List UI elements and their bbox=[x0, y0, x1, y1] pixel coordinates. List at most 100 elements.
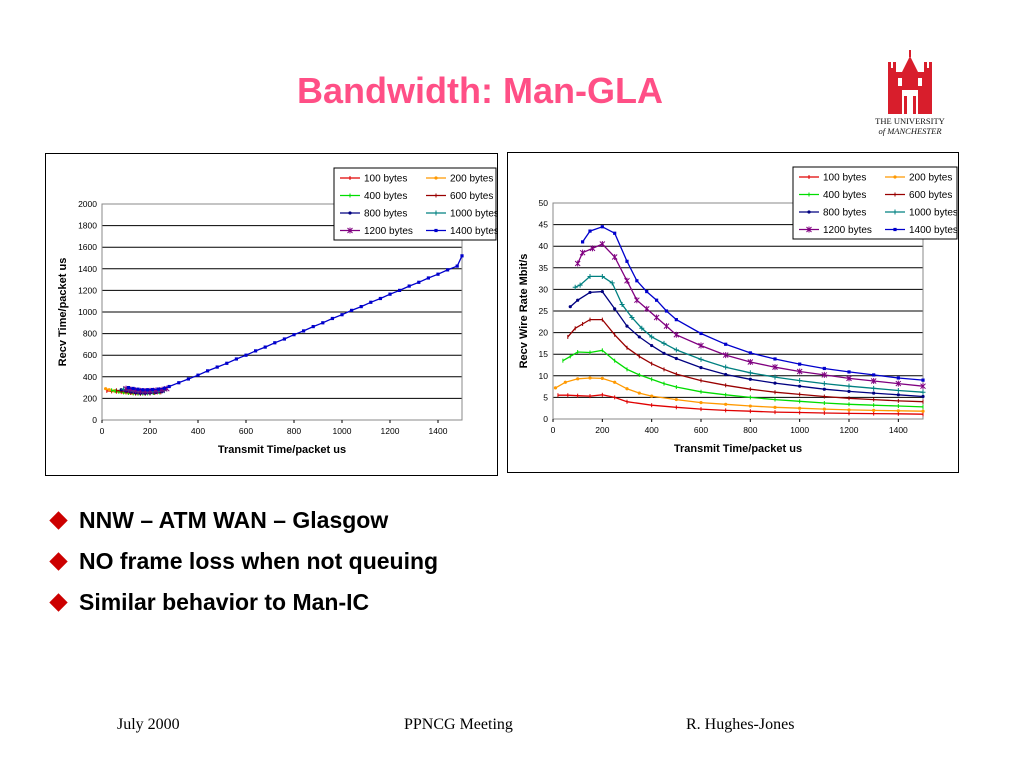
y-tick-label: 45 bbox=[539, 220, 549, 230]
data-point bbox=[273, 341, 277, 345]
data-point bbox=[359, 305, 363, 309]
data-point bbox=[773, 357, 777, 361]
data-point bbox=[625, 387, 629, 391]
data-point bbox=[292, 333, 296, 337]
data-point bbox=[674, 318, 678, 322]
data-point bbox=[872, 408, 876, 412]
data-point bbox=[104, 387, 108, 391]
x-tick-label: 200 bbox=[595, 425, 609, 435]
x-tick-label: 1400 bbox=[889, 425, 908, 435]
diamond-bullet-icon bbox=[49, 511, 68, 530]
data-point bbox=[150, 387, 154, 392]
data-point bbox=[673, 331, 680, 338]
data-point bbox=[748, 404, 752, 408]
x-tick-label: 400 bbox=[191, 426, 205, 436]
legend-label: 1200 bytes bbox=[364, 226, 413, 237]
legend-item: 1200 bytes bbox=[340, 226, 413, 237]
data-point bbox=[446, 268, 450, 272]
legend-item: 100 bytes bbox=[799, 173, 866, 184]
data-point bbox=[136, 387, 140, 391]
bullet-item: NNW – ATM WAN – Glasgow bbox=[49, 500, 438, 541]
legend-label: 200 bytes bbox=[909, 173, 952, 184]
data-point bbox=[698, 356, 704, 362]
data-point bbox=[311, 324, 315, 329]
data-point bbox=[581, 240, 585, 244]
y-tick-label: 1400 bbox=[78, 264, 97, 274]
data-point bbox=[574, 260, 581, 267]
legend-item: 200 bytes bbox=[885, 173, 952, 184]
data-point bbox=[126, 386, 130, 390]
bullet-item: Similar behavior to Man-IC bbox=[49, 582, 438, 623]
legend: 100 bytes 200 bytes 400 bytes 600 bytes 800 … bbox=[333, 167, 499, 241]
recv-time-chart: 0 200 400 600 800 1000 1200 1400 1600 1800 2000 0 20… bbox=[45, 153, 499, 476]
castle-crest-icon bbox=[888, 50, 932, 114]
x-tick-label: 200 bbox=[143, 426, 157, 436]
data-point bbox=[663, 323, 670, 330]
data-point bbox=[896, 393, 900, 397]
y-tick-label: 35 bbox=[539, 263, 549, 273]
data-point bbox=[822, 387, 826, 391]
data-point bbox=[588, 229, 592, 233]
bullet-item: NO frame loss when not queuing bbox=[49, 541, 438, 582]
y-tick-label: 1600 bbox=[78, 242, 97, 252]
data-point bbox=[649, 334, 655, 340]
data-point bbox=[600, 289, 604, 294]
data-point bbox=[748, 351, 752, 355]
data-point bbox=[553, 386, 558, 390]
data-point bbox=[896, 376, 900, 380]
y-tick-label: 400 bbox=[83, 372, 97, 382]
legend-label: 600 bytes bbox=[909, 190, 952, 201]
legend-label: 100 bytes bbox=[823, 173, 866, 184]
data-point bbox=[699, 331, 703, 336]
data-point bbox=[847, 389, 851, 393]
data-point bbox=[588, 290, 592, 295]
data-point bbox=[821, 381, 827, 387]
data-point bbox=[661, 340, 667, 346]
data-point bbox=[872, 391, 876, 395]
x-axis-title: Transmit Time/packet us bbox=[218, 444, 346, 456]
data-point bbox=[576, 377, 580, 381]
data-point bbox=[587, 273, 593, 279]
data-point bbox=[433, 210, 439, 216]
data-point bbox=[673, 347, 679, 353]
data-point bbox=[407, 284, 411, 288]
data-point bbox=[724, 342, 728, 346]
series-800-bytes bbox=[568, 289, 925, 399]
data-point bbox=[254, 349, 258, 353]
data-point bbox=[806, 226, 812, 233]
x-tick-label: 1400 bbox=[429, 426, 448, 436]
footer-author: R. Hughes-Jones bbox=[686, 716, 795, 733]
data-point bbox=[107, 388, 111, 392]
data-point bbox=[921, 378, 925, 382]
series-line bbox=[569, 290, 924, 398]
recv-time-chart-svg: 0 200 400 600 800 1000 1200 1400 1600 1800 2000 0 20… bbox=[57, 167, 499, 456]
data-point bbox=[920, 389, 926, 395]
data-point bbox=[822, 407, 826, 411]
y-tick-label: 25 bbox=[539, 306, 549, 316]
data-point bbox=[797, 378, 803, 384]
data-point bbox=[893, 227, 897, 232]
data-point bbox=[699, 365, 703, 370]
data-point bbox=[186, 377, 190, 381]
data-point bbox=[348, 211, 352, 215]
data-point bbox=[611, 254, 618, 260]
x-tick-label: 0 bbox=[551, 425, 556, 435]
data-point bbox=[921, 409, 925, 413]
data-point bbox=[263, 345, 267, 349]
data-point bbox=[747, 358, 754, 365]
data-point bbox=[723, 364, 729, 370]
data-point bbox=[846, 383, 852, 389]
legend-item: 1400 bytes bbox=[885, 225, 958, 236]
data-point bbox=[635, 279, 639, 283]
x-tick-label: 600 bbox=[239, 426, 253, 436]
x-tick-label: 400 bbox=[645, 425, 659, 435]
legend-item: 800 bytes bbox=[340, 209, 407, 220]
x-tick-label: 800 bbox=[743, 425, 757, 435]
series-line bbox=[555, 377, 924, 412]
legend-item: 800 bytes bbox=[799, 208, 866, 219]
series-400-bytes bbox=[562, 348, 924, 409]
data-point bbox=[645, 289, 649, 294]
data-point bbox=[613, 231, 617, 235]
data-point bbox=[747, 370, 753, 376]
data-point bbox=[629, 314, 635, 320]
